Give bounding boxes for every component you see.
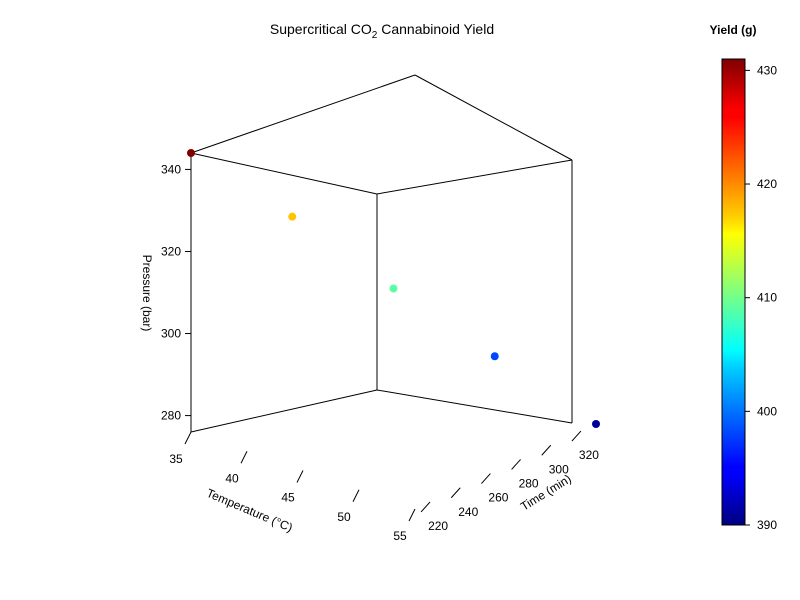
y-tick [481, 473, 491, 484]
x-tick-label: 55 [393, 529, 407, 543]
box-edge [190, 152, 378, 195]
y-axis: 220 240 260 280 300 320 [420, 430, 599, 533]
colorbar-tick-label: 420 [757, 177, 777, 191]
box-edge [190, 74, 416, 154]
z-tick-label: 300 [161, 327, 181, 341]
data-point [592, 420, 600, 428]
z-axis-label: Pressure (bar) [140, 255, 154, 332]
x-tick-label: 50 [337, 510, 351, 524]
y-tick [541, 444, 552, 456]
y-tick-label: 300 [549, 462, 569, 476]
x-tick [408, 508, 416, 522]
colorbar-gradient [721, 58, 746, 526]
y-tick-label: 220 [428, 519, 448, 533]
y-tick-label: 320 [579, 448, 599, 462]
data-point [389, 284, 398, 293]
colorbar-tick-label: 430 [757, 63, 777, 77]
colorbar-title: Yield (g) [710, 23, 757, 37]
plot-box [190, 74, 573, 433]
x-tick [240, 451, 248, 464]
y-tick [571, 430, 582, 442]
box-edge [414, 74, 573, 161]
box-edge [376, 159, 573, 195]
box-edge [190, 389, 378, 433]
data-points [187, 149, 600, 428]
y-tick-label: 280 [519, 476, 539, 490]
z-axis: 280 300 320 340 [161, 162, 191, 423]
x-tick-label: 40 [225, 471, 239, 485]
chart-title: Supercritical CO2 Cannabinoid Yield [270, 21, 494, 41]
z-tick-label: 340 [161, 162, 181, 176]
x-tick [184, 431, 192, 445]
colorbar: Yield (g) 390 400 410 420 430 [710, 23, 778, 532]
box-edge [376, 389, 573, 424]
data-point [288, 212, 297, 221]
y-tick [420, 501, 431, 513]
y-tick-label: 260 [488, 491, 508, 505]
colorbar-tick-label: 390 [757, 518, 777, 532]
data-point [490, 352, 499, 361]
y-tick [511, 459, 521, 470]
x-tick [296, 470, 304, 483]
y-tick-label: 240 [458, 505, 478, 519]
x-tick [352, 489, 360, 502]
x-axis: 35 40 45 50 55 [169, 431, 416, 543]
colorbar-tick-label: 410 [757, 291, 777, 305]
x-tick-label: 45 [281, 491, 295, 505]
y-tick [450, 487, 461, 499]
x-tick-label: 35 [169, 452, 183, 466]
z-tick-label: 280 [161, 409, 181, 423]
data-point [187, 149, 195, 157]
colorbar-tick-label: 400 [757, 404, 777, 418]
z-tick-label: 320 [161, 244, 181, 258]
